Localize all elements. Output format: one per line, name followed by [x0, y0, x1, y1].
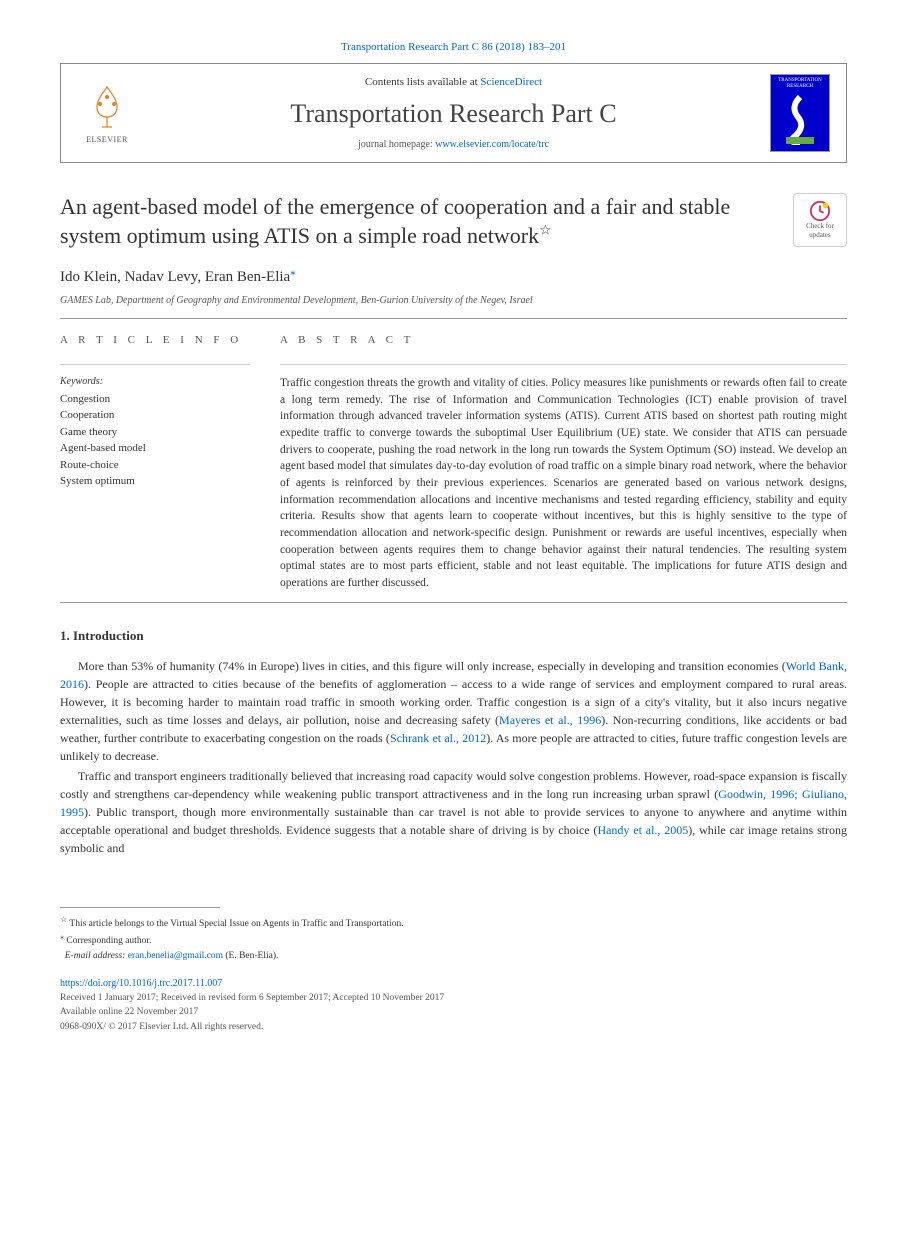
ref-schrank[interactable]: Schrank et al., 2012: [390, 731, 486, 745]
authors-text: Ido Klein, Nadav Levy, Eran Ben-Elia: [60, 269, 290, 285]
intro-para-2: Traffic and transport engineers traditio…: [60, 767, 847, 857]
article-info-col: A R T I C L E I N F O Keywords: Congesti…: [60, 333, 250, 592]
abstract-head: A B S T R A C T: [280, 333, 847, 348]
keyword-item: Route-choice: [60, 457, 250, 474]
abstract-text: Traffic congestion threats the growth an…: [280, 375, 847, 592]
rule-above-abstract: [60, 318, 847, 319]
info-abstract-row: A R T I C L E I N F O Keywords: Congesti…: [60, 333, 847, 592]
doi-link[interactable]: https://doi.org/10.1016/j.trc.2017.11.00…: [60, 977, 847, 991]
ref-mayeres[interactable]: Mayeres et al., 1996: [499, 713, 601, 727]
contents-lists-line: Contents lists available at ScienceDirec…: [137, 75, 770, 90]
updates-badge-line1: Check for: [806, 222, 834, 232]
footnote-star: ☆ This article belongs to the Virtual Sp…: [60, 914, 847, 931]
keywords-label: Keywords:: [60, 375, 250, 389]
cover-thumb-art: [774, 91, 826, 148]
footnote-star-text: This article belongs to the Virtual Spec…: [69, 919, 403, 929]
footnote-email: E-mail address: eran.benelia@gmail.com (…: [60, 949, 847, 963]
email-link[interactable]: eran.benelia@gmail.com: [128, 951, 223, 961]
cover-thumb-label: TRANSPORTATION RESEARCH: [774, 78, 826, 89]
keyword-item: System optimum: [60, 473, 250, 490]
copyright-line: 0968-090X/ © 2017 Elsevier Ltd. All righ…: [60, 1021, 847, 1034]
article-title-text: An agent-based model of the emergence of…: [60, 194, 730, 248]
keyword-item: Congestion: [60, 391, 250, 408]
updates-badge-line2: updates: [809, 231, 830, 241]
footnote-star-mark: ☆: [60, 915, 67, 924]
affiliation: GAMES Lab, Department of Geography and E…: [60, 294, 847, 308]
intro-heading: 1. Introduction: [60, 627, 847, 645]
homepage-prefix: journal homepage:: [358, 139, 435, 150]
article-history-2: Available online 22 November 2017: [60, 1005, 847, 1019]
keyword-item: Cooperation: [60, 407, 250, 424]
elsevier-logo-text: ELSEVIER: [86, 134, 128, 145]
keyword-item: Game theory: [60, 424, 250, 441]
homepage-link[interactable]: www.elsevier.com/locate/trc: [435, 139, 549, 150]
ref-handy[interactable]: Handy et al., 2005: [597, 823, 688, 837]
article-title-row: An agent-based model of the emergence of…: [60, 193, 847, 250]
intro-para-1: More than 53% of humanity (74% in Europe…: [60, 657, 847, 765]
footnote-corr-text: Corresponding author.: [66, 936, 151, 946]
sciencedirect-link[interactable]: ScienceDirect: [480, 76, 542, 88]
journal-title: Transportation Research Part C: [137, 96, 770, 132]
footnote-rule: [60, 907, 220, 908]
keyword-item: Agent-based model: [60, 440, 250, 457]
contents-prefix: Contents lists available at: [365, 76, 480, 88]
homepage-line: journal homepage: www.elsevier.com/locat…: [137, 138, 770, 152]
article-history-1: Received 1 January 2017; Received in rev…: [60, 991, 847, 1005]
keywords-rule: [60, 364, 250, 365]
elsevier-logo: ELSEVIER: [77, 78, 137, 148]
article-title: An agent-based model of the emergence of…: [60, 193, 777, 250]
authors-line: Ido Klein, Nadav Levy, Eran Ben-Elia⁎: [60, 265, 847, 288]
article-info-head: A R T I C L E I N F O: [60, 333, 250, 348]
elsevier-tree-icon: [82, 82, 132, 132]
header-center: Contents lists available at ScienceDirec…: [137, 75, 770, 153]
abstract-rule: [280, 364, 847, 365]
check-updates-icon: [809, 200, 831, 222]
journal-cover-thumb: TRANSPORTATION RESEARCH: [770, 74, 830, 152]
check-updates-badge[interactable]: Check for updates: [793, 193, 847, 247]
title-footnote-mark: ☆: [539, 224, 552, 239]
footnote-corr-mark: ⁎: [60, 932, 64, 941]
corresponding-author-mark: ⁎: [290, 266, 296, 278]
intro-p1-a: More than 53% of humanity (74% in Europe…: [78, 659, 786, 673]
rule-below-abstract: [60, 602, 847, 603]
email-suffix: (E. Ben-Elia).: [223, 951, 278, 961]
email-label: E-mail address:: [65, 951, 128, 961]
footnote-corresponding: ⁎ Corresponding author.: [60, 931, 847, 948]
citation-header: Transportation Research Part C 86 (2018)…: [60, 40, 847, 55]
journal-header-box: ELSEVIER Contents lists available at Sci…: [60, 63, 847, 163]
abstract-col: A B S T R A C T Traffic congestion threa…: [280, 333, 847, 592]
